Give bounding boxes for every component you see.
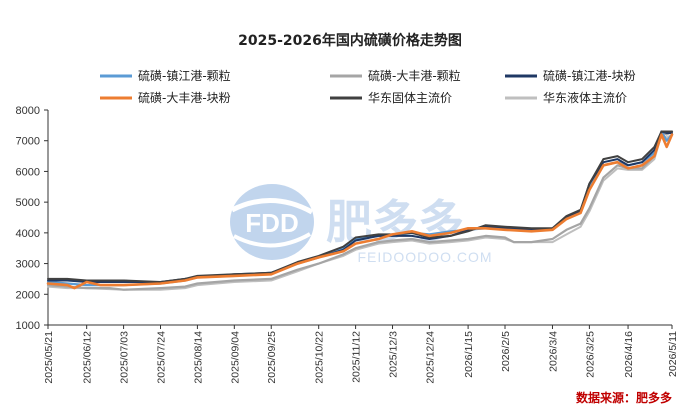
watermark-logo-text: FDD <box>245 208 298 238</box>
x-tick-label: 2025/05/21 <box>43 331 55 384</box>
x-tick-label: 2025/10/22 <box>314 331 326 384</box>
legend-label: 硫磺-镇江港-块粉 <box>543 68 636 83</box>
series-line-5 <box>47 133 673 291</box>
y-tick-label: 5000 <box>16 197 40 209</box>
x-tick-label: 2025/07/03 <box>119 331 131 384</box>
x-tick-label: 2025/12/24 <box>424 331 436 384</box>
x-tick-label: 2025/09/04 <box>229 331 241 384</box>
x-tick-label: 2025/09/25 <box>266 331 278 384</box>
x-tick-label: 2025/08/14 <box>192 331 204 384</box>
x-tick-label: 2026/3/25 <box>584 331 596 378</box>
y-tick-label: 8000 <box>16 105 40 117</box>
x-tick-label: 2025/06/12 <box>82 331 94 384</box>
watermark-logo: FDD 肥多多 FEIDOODOO.COM <box>230 184 492 265</box>
y-tick-label: 7000 <box>16 136 40 148</box>
series-line-1 <box>46 130 674 291</box>
x-axis: 2025/05/21 2025/06/12 2025/07/03 2025/07/24… <box>43 324 679 384</box>
y-tick-label: 4000 <box>16 228 40 240</box>
x-tick-label: 2026/3/4 <box>547 331 559 372</box>
chart-title: 2025-2026年国内硫磺价格走势图 <box>238 32 462 49</box>
y-tick-label: 1000 <box>16 320 40 332</box>
y-axis: 1000 2000 3000 4000 5000 6000 7000 8000 <box>16 105 49 332</box>
legend-label: 硫磺-镇江港-颗粒 <box>138 68 231 83</box>
x-tick-label: 2025/12/3 <box>388 331 400 378</box>
source-label: 数据来源：肥多多 <box>576 390 672 405</box>
x-tick-label: 2026/5/11 <box>667 331 679 377</box>
x-tick-label: 2026/2/5 <box>500 331 512 372</box>
x-tick-label: 2025/07/24 <box>155 331 167 384</box>
series-line-3 <box>46 133 674 290</box>
y-tick-label: 2000 <box>16 289 40 301</box>
series-line-4 <box>47 130 673 283</box>
watermark-url: FEIDOODOO.COM <box>357 249 492 265</box>
y-tick-label: 6000 <box>16 166 40 178</box>
series-lines <box>46 130 674 291</box>
x-tick-label: 2026/4/16 <box>623 331 635 378</box>
legend-label: 硫磺-大丰港-颗粒 <box>368 68 461 83</box>
legend-label: 华东液体主流价 <box>543 90 627 105</box>
x-tick-label: 2025/11/12 <box>351 331 363 383</box>
x-tick-label: 2026/1/15 <box>463 331 475 378</box>
legend-label: 华东固体主流价 <box>368 91 452 105</box>
legend-label: 硫磺-大丰港-块粉 <box>138 90 231 105</box>
y-tick-label: 3000 <box>16 259 40 271</box>
